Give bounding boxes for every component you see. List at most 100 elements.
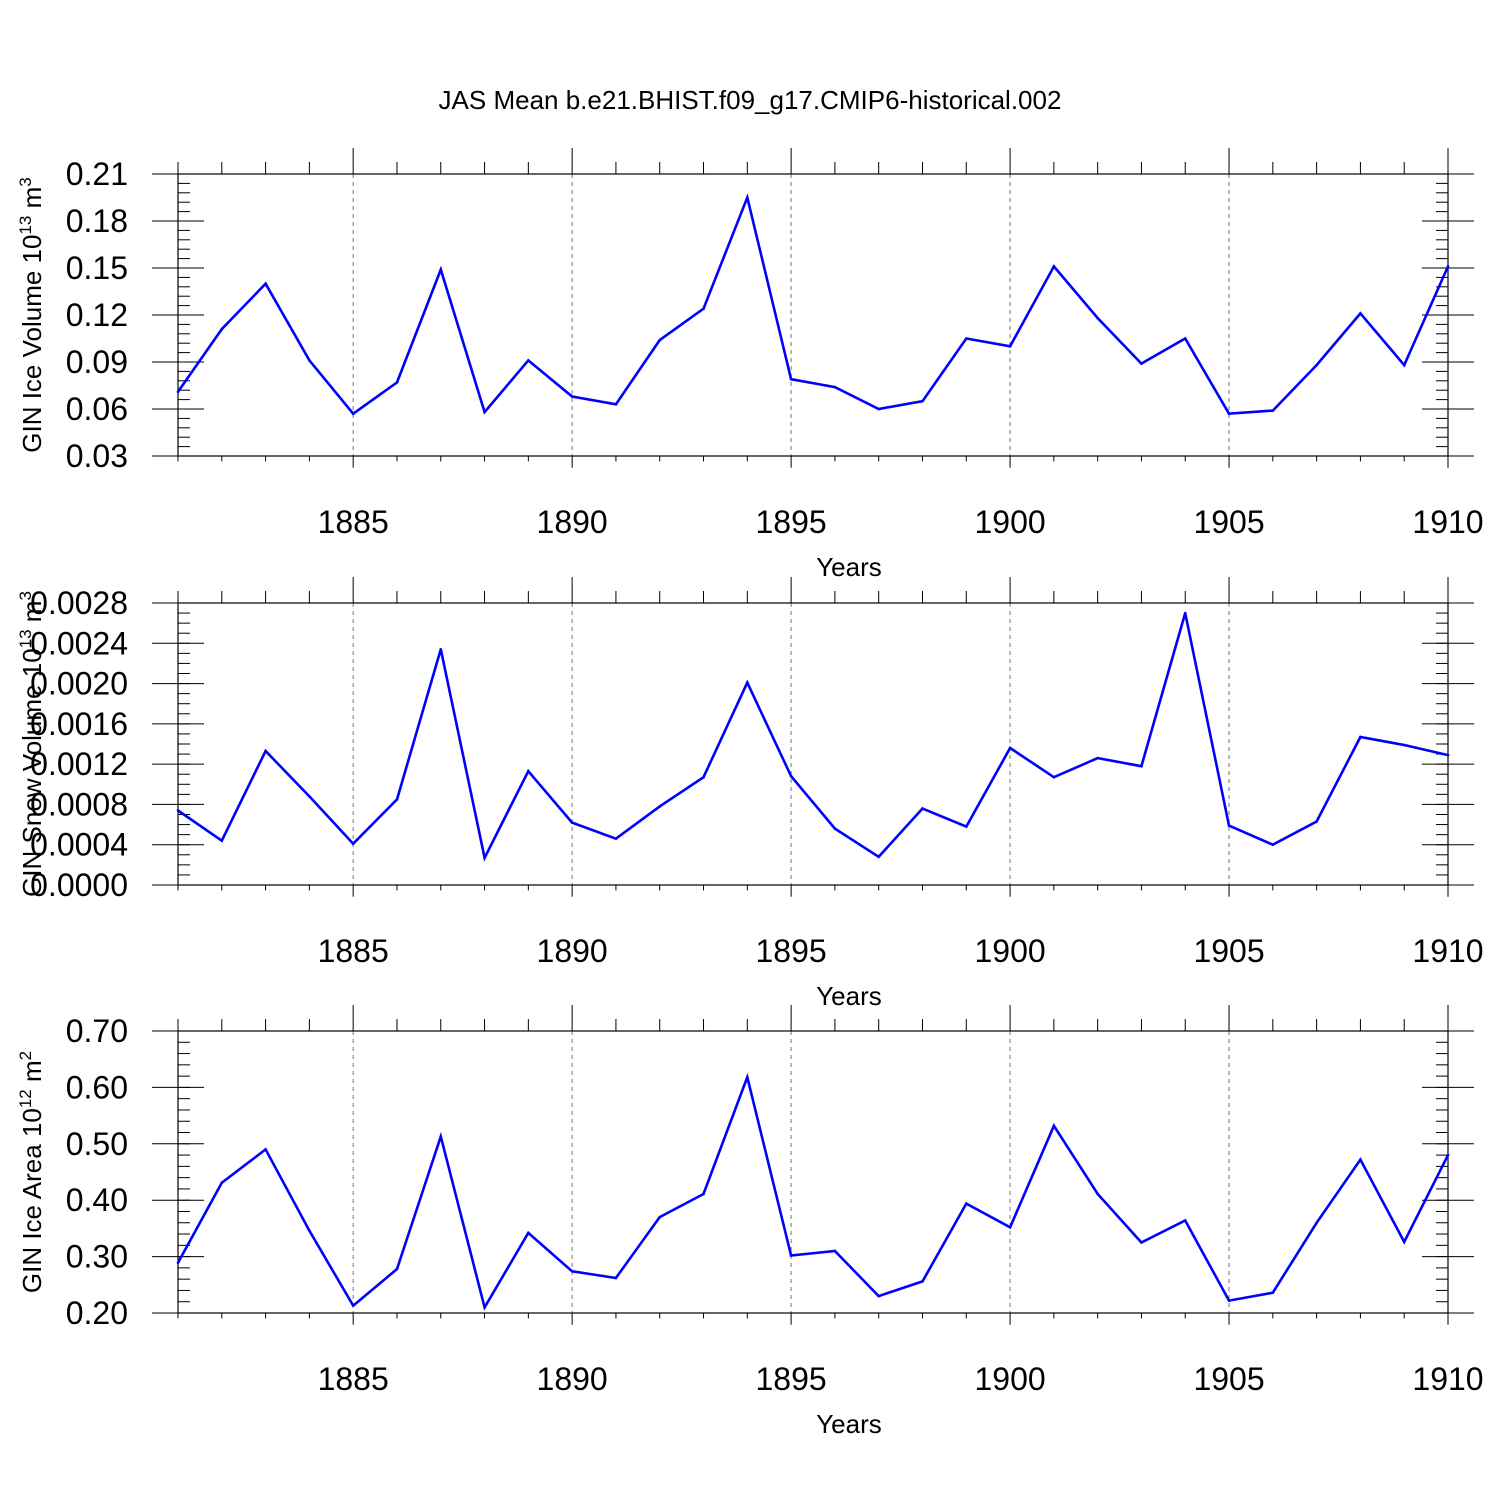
data-point [1271,1291,1275,1294]
data-point [1008,746,1012,750]
y-tick-label: 0.20 [66,1295,128,1331]
y-tick-label: 0.0028 [30,585,128,621]
data-point [176,1261,180,1265]
data-point [833,827,837,830]
series-line [176,1072,1450,1311]
data-point [1315,1221,1318,1225]
data-point [614,1276,618,1280]
y-tick-label: 0.09 [66,344,128,380]
data-point [570,395,574,398]
data-point [614,837,618,840]
x-tick-label: 1910 [1412,933,1483,969]
data-point [176,390,180,394]
y-tick-label: 0.0020 [30,666,128,702]
x-tick-label: 1895 [756,1361,827,1397]
data-point [1227,1299,1231,1302]
x-tick-label: 1890 [537,1361,608,1397]
x-tick-label: 1910 [1412,504,1483,540]
x-axis-label: Years [816,981,882,1011]
panel-1: 1885 1890 1895 1900 1905 1910 Years 0.03 0.06 0.0… [16,148,1484,582]
data-point [1096,316,1099,320]
data-point [1052,265,1056,268]
data-point [351,412,355,416]
data-point [1446,265,1450,268]
x-tick-label: 1900 [974,933,1045,969]
y-tick-label: 0.50 [66,1126,128,1162]
panels: 1885 1890 1895 1900 1905 1910 Years 0.03 0.06 0.0… [16,148,1484,1439]
data-point [1052,775,1056,779]
data-point [308,359,311,362]
data-point [789,377,793,381]
y-tick-label: 0.0004 [30,827,128,863]
y-tick-label: 0.0008 [30,786,128,822]
data-point [527,1231,530,1235]
data-point [702,307,705,311]
y-axis-label: GIN Snow Volume 1013 m3 [16,591,47,897]
data-point [877,407,880,411]
data-point [1008,345,1012,348]
y-axis-label: GIN Ice Volume 1013 m3 [16,177,47,453]
data-point [746,1075,749,1079]
data-point [746,196,749,199]
y-tick-label: 0.21 [66,156,128,192]
x-tick-label: 1900 [974,1361,1045,1397]
data-point [1402,1240,1406,1244]
x-tick-label: 1885 [318,504,389,540]
y-tick-label: 0.0012 [30,746,128,782]
data-point [1140,1241,1143,1244]
data-point [439,1135,443,1138]
x-tick-label: 1890 [537,933,608,969]
y-tick-label: 0.0000 [30,867,128,903]
data-point [439,268,443,271]
x-tick-label: 1885 [318,1361,389,1397]
data-point [220,327,224,331]
series-line [177,612,1449,862]
y-tick-label: 0.06 [66,391,128,427]
data-point [220,839,224,842]
y-tick-label: 0.03 [66,438,128,474]
data-point [264,749,267,753]
data-point [1271,843,1275,847]
data-point [439,648,443,651]
y-tick-label: 0.60 [66,1069,128,1105]
data-point [483,1306,486,1309]
data-point [1359,312,1362,315]
x-tick-label: 1905 [1193,504,1264,540]
x-tick-label: 1910 [1412,1361,1483,1397]
y-axis-label-group: GIN Snow Volume 1013 m3 [16,591,47,897]
data-point [351,1304,355,1307]
data-point [308,795,311,798]
x-axis-label: Years [816,1409,882,1439]
data-point [395,798,399,801]
data-point [308,1229,311,1232]
x-tick-label: 1895 [756,933,827,969]
data-point [1096,756,1099,760]
data-point [964,825,968,828]
data-point [921,807,924,810]
data-point [1008,1225,1012,1229]
data-point [921,399,924,403]
y-axis-label-group: GIN Ice Volume 1013 m3 [16,177,47,453]
data-point [483,410,486,414]
x-tick-label: 1895 [756,504,827,540]
y-tick-label: 0.0016 [30,706,128,742]
data-point [658,338,662,342]
data-point [1446,1153,1450,1157]
y-tick-label: 0.0024 [30,625,128,661]
data-point [964,1202,968,1205]
data-point [1402,743,1406,747]
data-point [1359,1158,1362,1161]
data-point [789,774,793,778]
data-point [1315,820,1318,823]
data-point [1446,753,1450,757]
series-line [176,193,1450,416]
data-point [483,856,486,860]
data-point [746,681,749,684]
data-point [527,769,530,773]
data-point [658,1215,662,1219]
data-point [1227,412,1231,416]
data-point [964,337,968,340]
y-axis-label: GIN Ice Area 1012 m2 [16,1051,47,1293]
data-point [833,1249,837,1253]
